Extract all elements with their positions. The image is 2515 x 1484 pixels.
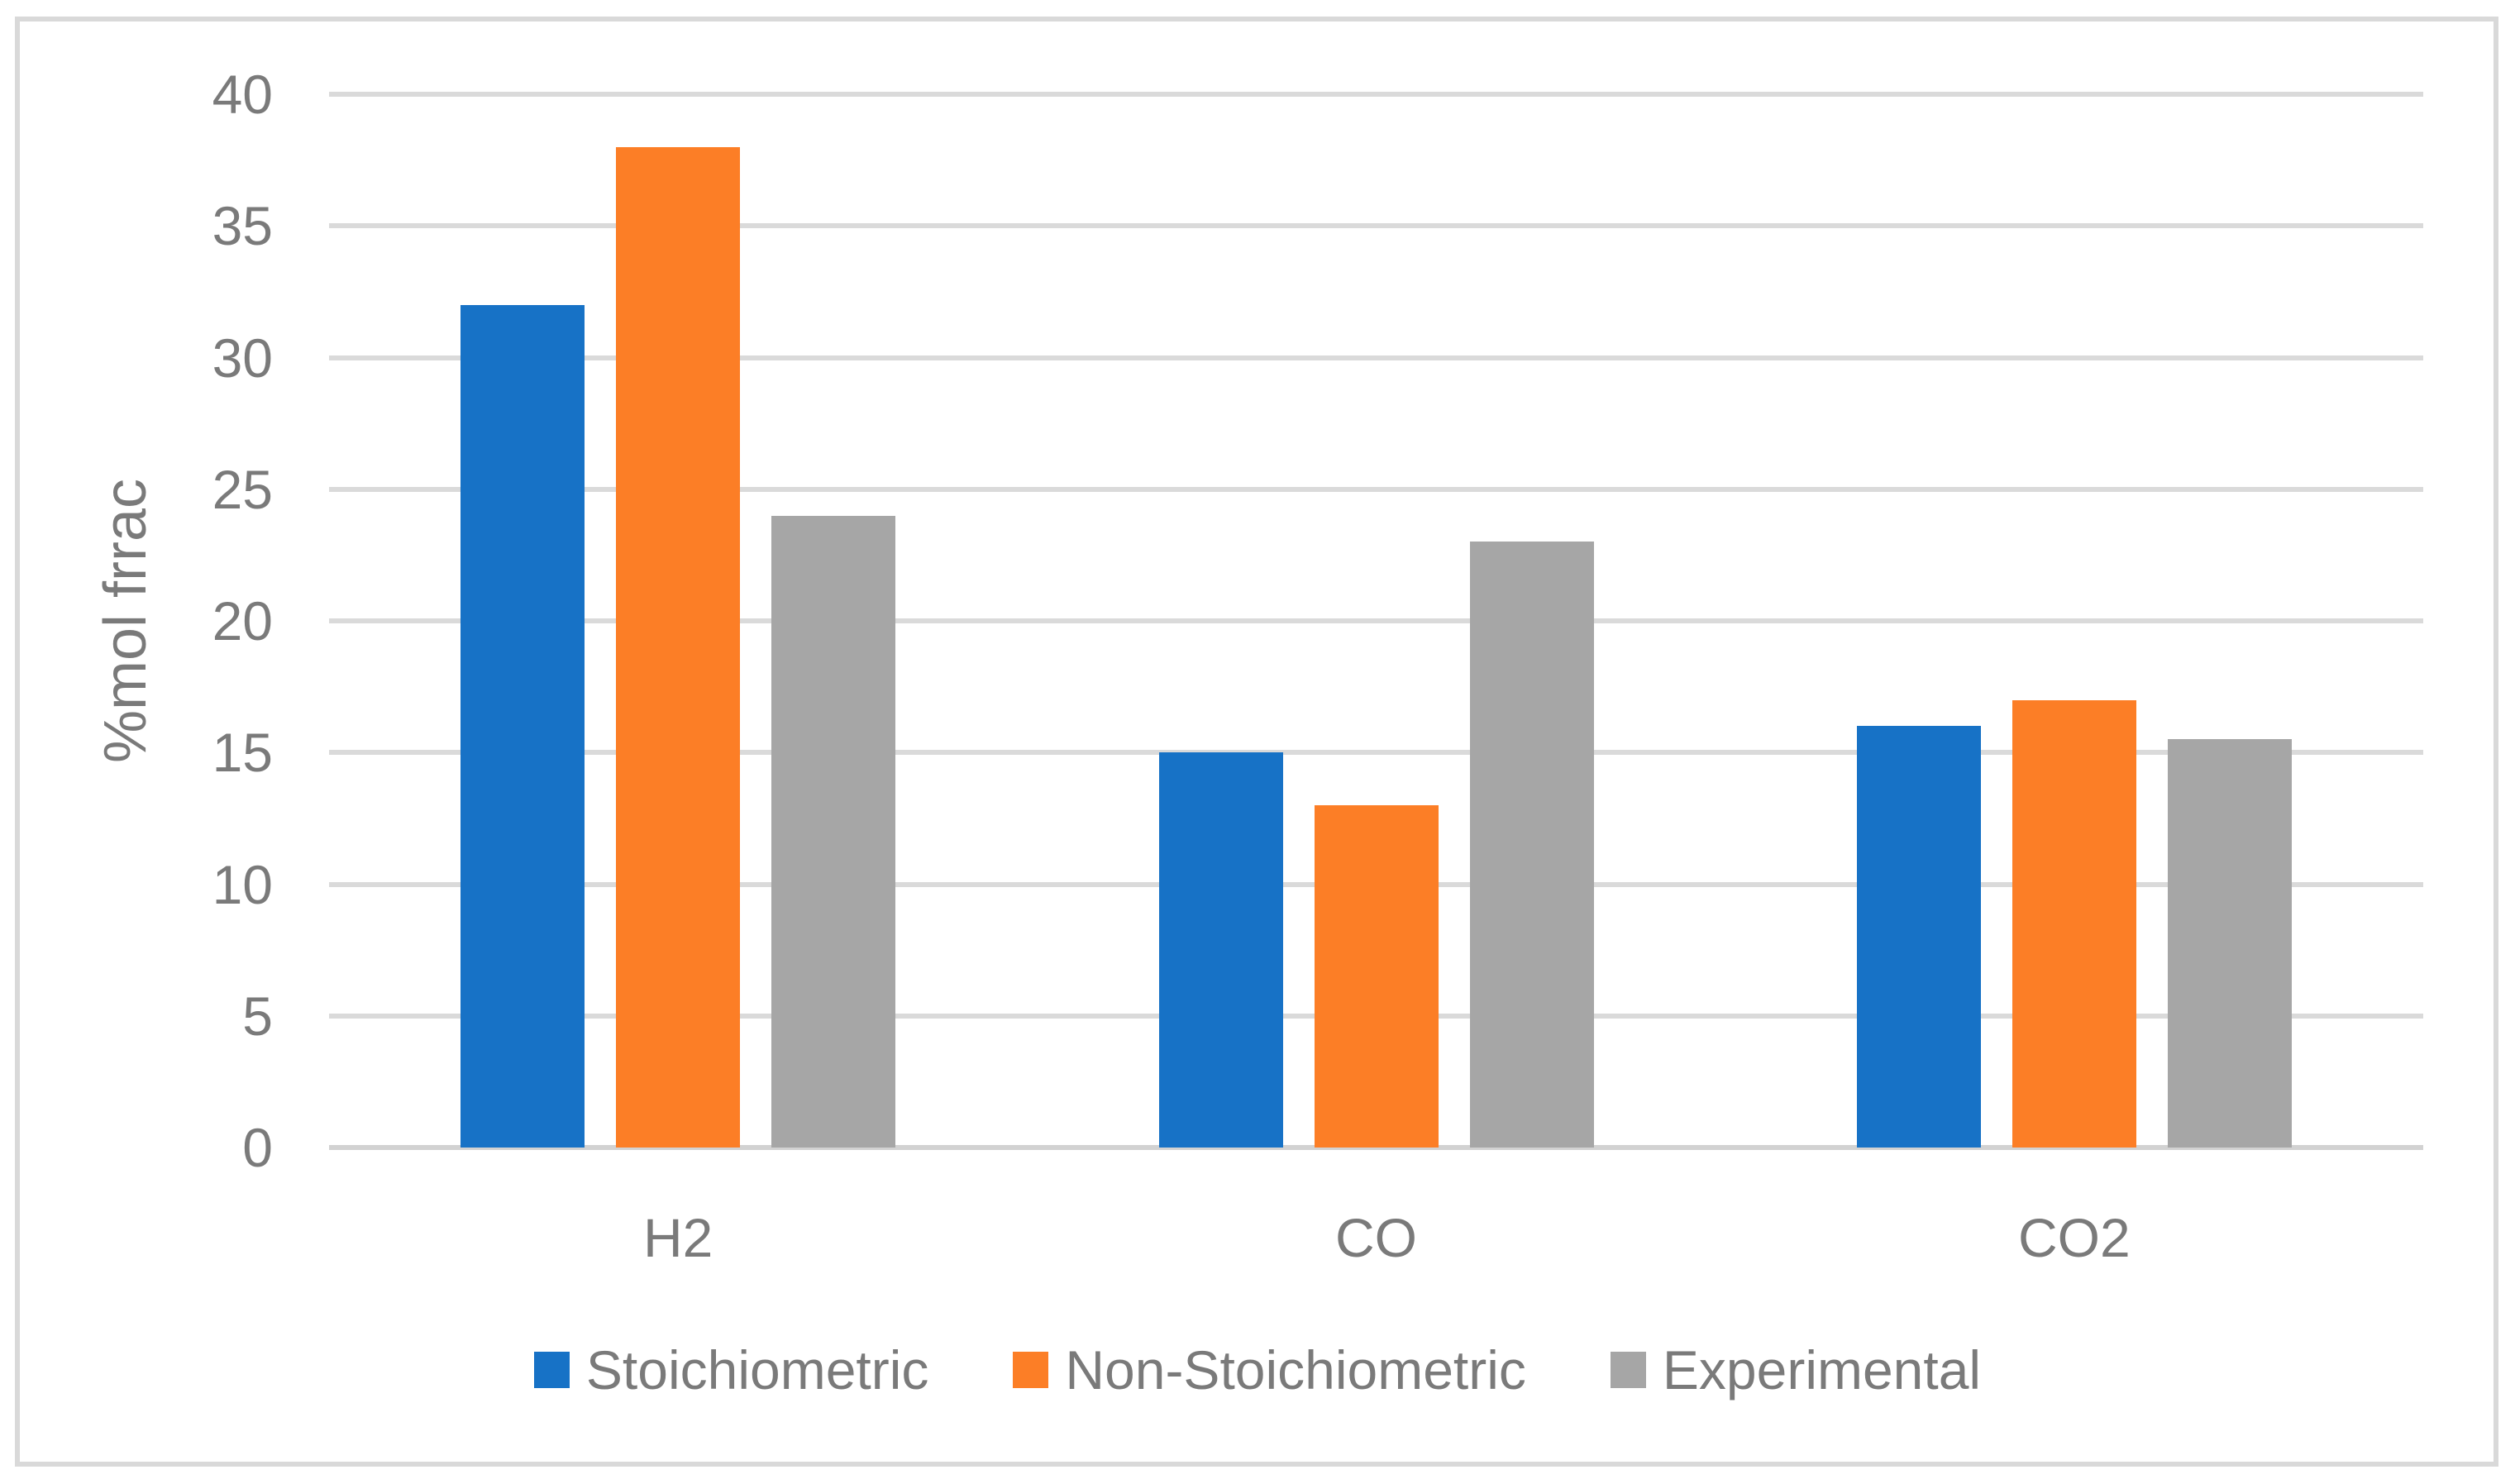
y-tick-label: 5 <box>242 985 273 1047</box>
bar <box>771 515 896 1148</box>
bar <box>1469 542 1594 1148</box>
legend-label: Stoichiometric <box>585 1339 929 1400</box>
category-label: CO2 <box>2017 1207 2131 1268</box>
legend-swatch <box>1013 1352 1049 1388</box>
y-tick-label: 0 <box>242 1117 273 1178</box>
y-tick-label: 35 <box>212 195 273 257</box>
gridline <box>329 355 2423 360</box>
legend-item: Non-Stoichiometric <box>1013 1333 1526 1407</box>
y-tick-label: 15 <box>212 722 273 784</box>
gridline <box>329 223 2423 229</box>
y-tick-label: 40 <box>212 64 273 125</box>
bar <box>1314 804 1439 1148</box>
gridline <box>329 92 2423 97</box>
legend-swatch <box>533 1352 570 1388</box>
bar <box>1158 752 1283 1148</box>
y-tick-label: 20 <box>212 590 273 651</box>
bar <box>616 146 741 1148</box>
category-label: H2 <box>642 1207 713 1268</box>
legend-item: Stoichiometric <box>533 1333 929 1407</box>
bar <box>2167 739 2292 1148</box>
category-label: CO <box>1335 1207 1417 1268</box>
chart-border <box>15 17 2498 1467</box>
y-tick-label: 25 <box>212 458 273 520</box>
bar <box>461 304 585 1148</box>
legend-swatch <box>1610 1352 1646 1388</box>
gridline <box>329 750 2423 756</box>
y-tick-label: 30 <box>212 327 273 389</box>
gridline <box>329 618 2423 623</box>
legend: Stoichiometric Non-Stoichiometric Experime… <box>0 1333 2515 1407</box>
x-axis-line <box>329 1145 2423 1150</box>
legend-label: Non-Stoichiometric <box>1065 1339 1526 1400</box>
bar <box>2012 699 2136 1148</box>
gridline <box>329 486 2423 492</box>
bar <box>1856 726 1981 1148</box>
legend-item: Experimental <box>1610 1333 1982 1407</box>
legend-label: Experimental <box>1662 1339 1982 1400</box>
plot-area <box>329 92 2423 1150</box>
y-tick-label: 10 <box>212 853 273 915</box>
